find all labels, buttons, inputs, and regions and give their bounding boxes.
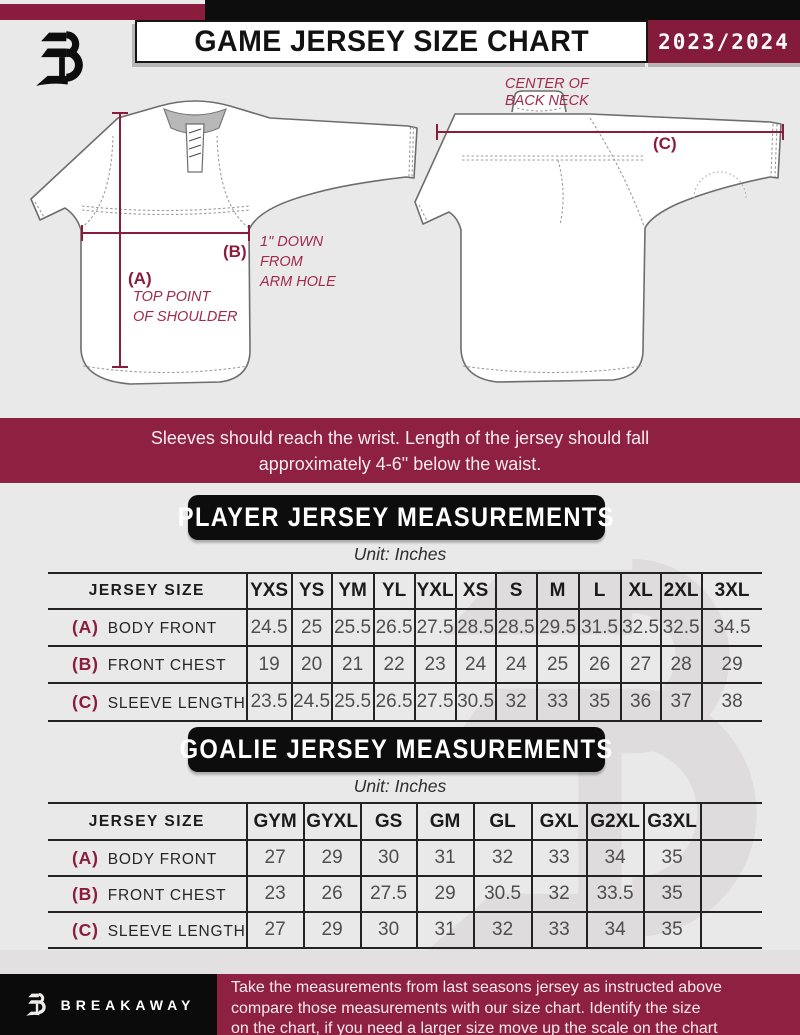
size-col: YXL — [414, 572, 457, 610]
row-key: (C) — [72, 919, 99, 940]
collar-laces — [188, 128, 202, 158]
b-note-line3: ARM HOLE — [259, 274, 336, 290]
table-row: (B) FRONT CHEST 23 26 27.5 29 30.5 32 33.5 35 — [48, 875, 762, 913]
row-label: BODY FRONT — [107, 850, 218, 868]
brand-name: BREAKAWAY — [60, 996, 196, 1013]
b-note-line1: 1" DOWN — [260, 234, 324, 250]
size-col: XL — [620, 572, 662, 610]
footer-brand-block: BREAKAWAY — [0, 974, 217, 1035]
player-heading-label: PLAYER JERSEY MEASUREMENTS — [177, 502, 616, 532]
size-col: GL — [473, 802, 533, 841]
title-box: GAME JERSEY SIZE CHART — [135, 20, 648, 63]
row-key: (A) — [72, 617, 99, 637]
table-row: (A) BODY FRONT 27 29 30 31 32 33 34 35 — [48, 839, 762, 877]
size-col: YL — [373, 572, 416, 610]
size-col: YS — [291, 572, 333, 610]
size-col: GYXL — [303, 802, 362, 841]
goalie-size-table: JERSEY SIZE GYM GYXL GS GM GL GXL G2XL G… — [48, 802, 762, 949]
a-measure-label: (A) — [128, 269, 152, 288]
row-key: (C) — [72, 691, 99, 712]
table-row: (B) FRONT CHEST 19 20 21 22 23 24 24 25 26 27 28 29 — [48, 645, 762, 684]
goalie-section-heading: GOALIE JERSEY MEASUREMENTS — [180, 727, 612, 772]
b-note-line2: FROM — [260, 254, 304, 270]
size-col: GM — [416, 802, 475, 841]
fit-note-banner: Sleeves should reach the wrist. Length o… — [0, 418, 800, 483]
size-col: YM — [331, 572, 375, 610]
fit-note-line1: Sleeves should reach the wrist. Length o… — [150, 428, 650, 448]
c-note-line2: BACK NECK — [505, 93, 590, 109]
player-section-heading: PLAYER JERSEY MEASUREMENTS — [178, 495, 614, 540]
season-box: 2023/2024 — [648, 20, 800, 63]
player-size-table: JERSEY SIZE YXS YS YM YL YXL XS S M L XL… — [48, 572, 762, 722]
player-unit-label: Unit: Inches — [353, 544, 447, 564]
goalie-heading-label: GOALIE JERSEY MEASUREMENTS — [179, 734, 614, 764]
b-measure-label: (B) — [223, 242, 247, 261]
size-col: 3XL — [701, 572, 762, 610]
row-label: FRONT CHEST — [107, 886, 227, 904]
size-col: GXL — [531, 802, 588, 841]
c-note-line1: CENTER OF — [505, 78, 590, 92]
size-col: GYM — [246, 802, 305, 841]
a-note-line2: OF SHOULDER — [133, 309, 238, 325]
jersey-size-header: JERSEY SIZE — [48, 802, 248, 841]
size-col: G3XL — [643, 802, 702, 841]
top-black-bar — [205, 0, 800, 20]
row-label: FRONT CHEST — [107, 657, 227, 674]
goalie-unit-label: Unit: Inches — [353, 776, 447, 796]
goalie-header-row: JERSEY SIZE GYM GYXL GS GM GL GXL G2XL G… — [48, 802, 762, 841]
size-col: YXS — [246, 572, 293, 610]
size-col: M — [536, 572, 580, 610]
row-label: BODY FRONT — [107, 620, 218, 637]
size-col: GS — [360, 802, 418, 841]
size-col: S — [495, 572, 538, 610]
fit-note-line2: approximately 4-6" below the waist. — [258, 454, 542, 474]
front-jersey-diagram: (B) 1" DOWN FROM ARM HOLE TOP POINT OF S… — [30, 100, 418, 385]
size-col-empty — [700, 802, 762, 841]
row-label: SLEEVE LENGTH — [107, 922, 246, 940]
size-col: L — [578, 572, 622, 610]
jersey-measurement-diagram: (B) 1" DOWN FROM ARM HOLE TOP POINT OF S… — [30, 78, 784, 385]
row-key: (B) — [72, 654, 99, 674]
player-header-row: JERSEY SIZE YXS YS YM YL YXL XS S M L XL… — [48, 572, 762, 610]
footer-top-gray-band — [0, 950, 800, 974]
size-col: XS — [455, 572, 497, 610]
a-note-line1: TOP POINT — [133, 289, 211, 305]
size-col: G2XL — [586, 802, 645, 841]
footer-instructions: Take the measurements from last seasons … — [217, 974, 800, 1035]
row-label: SLEEVE LENGTH — [107, 694, 246, 712]
season-label: 2023/2024 — [658, 29, 790, 54]
c-measure-label: (C) — [653, 134, 677, 153]
row-key: (A) — [72, 847, 99, 868]
breakaway-b-logo-icon — [22, 989, 52, 1021]
footer-line2: compare those measurements with our size… — [231, 999, 701, 1017]
top-maroon-bar — [0, 4, 205, 20]
measurement-lines-front — [81, 112, 250, 368]
table-row: (C) SLEEVE LENGTH 27 29 30 31 32 33 34 35 — [48, 911, 762, 949]
measurement-line-back — [436, 124, 784, 140]
jersey-size-header: JERSEY SIZE — [48, 572, 248, 610]
row-key: (B) — [72, 883, 99, 904]
table-row: (C) SLEEVE LENGTH 23.5 24.5 25.5 26.5 27.5 30.… — [48, 682, 762, 722]
table-row: (A) BODY FRONT 24.5 25 25.5 26.5 27.5 28.5 28.5… — [48, 608, 762, 647]
back-jersey-diagram: (C) CENTER OF BACK NECK — [414, 78, 784, 383]
footer-line1: Take the measurements from last seasons … — [231, 979, 722, 996]
size-col: 2XL — [660, 572, 703, 610]
footer-line3: on the chart, if you need a larger size … — [231, 1020, 718, 1035]
page-title: GAME JERSEY SIZE CHART — [194, 24, 589, 58]
